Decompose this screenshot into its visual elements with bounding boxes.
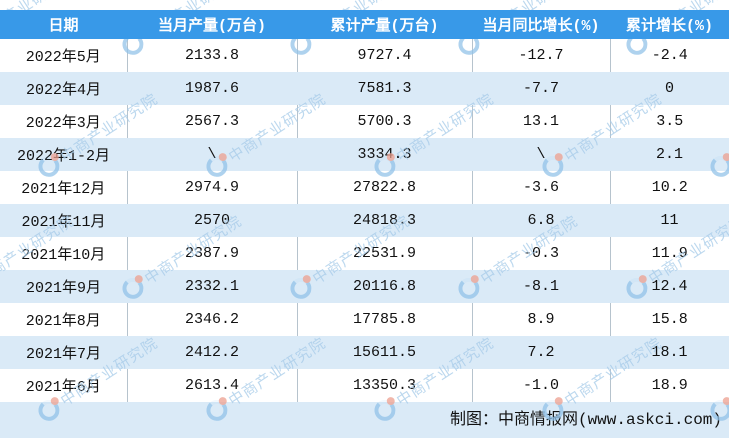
table-row: 2022年1-2月 \ 3334.3 \ 2.1 — [0, 138, 729, 171]
credit-text: 制图：中商情报网(www.askci.com) — [449, 411, 722, 429]
cell-value: 12.4 — [610, 270, 729, 303]
column-header: 日期 — [0, 10, 127, 39]
cell-value: 13.1 — [471, 105, 610, 138]
table-row: 2021年9月 2332.1 20116.8 -8.1 12.4 — [0, 270, 729, 303]
table-row: 2021年12月 2974.9 27822.8 -3.6 10.2 — [0, 171, 729, 204]
cell-date: 2022年4月 — [0, 72, 127, 105]
cell-value: 3.5 — [609, 105, 729, 138]
cell-value: 7.2 — [472, 336, 610, 369]
cell-date: 2021年8月 — [0, 303, 127, 336]
table-row: 2022年3月 2567.3 5700.3 13.1 3.5 — [0, 105, 729, 138]
cell-value: 24818.3 — [297, 204, 472, 237]
cell-value: 2133.8 — [126, 39, 297, 72]
cell-value: 3334.3 — [297, 138, 472, 171]
cell-value: 2570 — [127, 204, 297, 237]
table-header: 日期 当月产量(万台) 累计产量(万台) 当月同比增长(%) 累计增长(%) — [0, 10, 729, 39]
cell-value: 2974.9 — [126, 171, 297, 204]
cell-value: 2.1 — [610, 138, 729, 171]
cell-value: 13350.3 — [296, 369, 472, 402]
cell-value: 6.8 — [472, 204, 610, 237]
cell-value: 15611.5 — [297, 336, 472, 369]
cell-value: 2412.2 — [127, 336, 297, 369]
cell-date: 2022年5月 — [0, 39, 127, 72]
cell-value: 10.2 — [609, 171, 729, 204]
table-row: 2021年10月 2387.9 22531.9 -0.3 11.9 — [0, 237, 729, 270]
header-row: 日期 当月产量(万台) 累计产量(万台) 当月同比增长(%) 累计增长(%) — [0, 10, 729, 39]
cell-value: -1.0 — [471, 369, 610, 402]
table-row: 2021年8月 2346.2 17785.8 8.9 15.8 — [0, 303, 729, 336]
cell-value: 8.9 — [471, 303, 610, 336]
cell-value: 5700.3 — [296, 105, 472, 138]
cell-value: 11 — [610, 204, 729, 237]
cell-date: 2022年3月 — [0, 105, 127, 138]
cell-value: 20116.8 — [297, 270, 472, 303]
cell-value: -7.7 — [472, 72, 610, 105]
cell-date: 2021年6月 — [0, 369, 127, 402]
cell-value: 27822.8 — [296, 171, 472, 204]
table-row: 2022年5月 2133.8 9727.4 -12.7 -2.4 — [0, 39, 729, 72]
cell-date: 2021年7月 — [0, 336, 127, 369]
table-row: 2021年6月 2613.4 13350.3 -1.0 18.9 — [0, 369, 729, 402]
cell-value: 7581.3 — [297, 72, 472, 105]
cell-date: 2021年10月 — [0, 237, 127, 270]
cell-value: 2387.9 — [126, 237, 297, 270]
production-stats-table: 日期 当月产量(万台) 累计产量(万台) 当月同比增长(%) 累计增长(%) 2022年… — [0, 10, 729, 402]
cell-date: 2022年1-2月 — [0, 138, 127, 171]
cell-value: 0 — [610, 72, 729, 105]
column-header: 当月同比增长(%) — [472, 10, 610, 39]
cell-date: 2021年12月 — [0, 171, 127, 204]
cell-value: -8.1 — [472, 270, 610, 303]
cell-value: 2332.1 — [127, 270, 297, 303]
table-body: 2022年5月 2133.8 9727.4 -12.7 -2.4 2022年4月 1987.… — [0, 39, 729, 402]
table-row: 2021年7月 2412.2 15611.5 7.2 18.1 — [0, 336, 729, 369]
cell-value: -3.6 — [471, 171, 610, 204]
cell-value: \ — [127, 138, 297, 171]
cell-date: 2021年11月 — [0, 204, 127, 237]
cell-value: 9727.4 — [296, 39, 472, 72]
cell-value: 18.1 — [610, 336, 729, 369]
cell-value: 11.9 — [609, 237, 729, 270]
cell-value: 2346.2 — [126, 303, 297, 336]
cell-date: 2021年9月 — [0, 270, 127, 303]
footer-band: 制图：中商情报网(www.askci.com) — [0, 402, 729, 438]
table-row: 2022年4月 1987.6 7581.3 -7.7 0 — [0, 72, 729, 105]
cell-value: \ — [472, 138, 610, 171]
cell-value: 2567.3 — [126, 105, 297, 138]
column-header: 累计产量(万台) — [297, 10, 472, 39]
cell-value: 15.8 — [609, 303, 729, 336]
cell-value: 22531.9 — [296, 237, 472, 270]
cell-value: -2.4 — [609, 39, 729, 72]
cell-value: 18.9 — [609, 369, 729, 402]
table-row: 2021年11月 2570 24818.3 6.8 11 — [0, 204, 729, 237]
cell-value: -12.7 — [471, 39, 610, 72]
cell-value: 1987.6 — [127, 72, 297, 105]
cell-value: 2613.4 — [126, 369, 297, 402]
cell-value: -0.3 — [471, 237, 610, 270]
column-header: 累计增长(%) — [610, 10, 729, 39]
column-header: 当月产量(万台) — [127, 10, 297, 39]
cell-value: 17785.8 — [296, 303, 472, 336]
